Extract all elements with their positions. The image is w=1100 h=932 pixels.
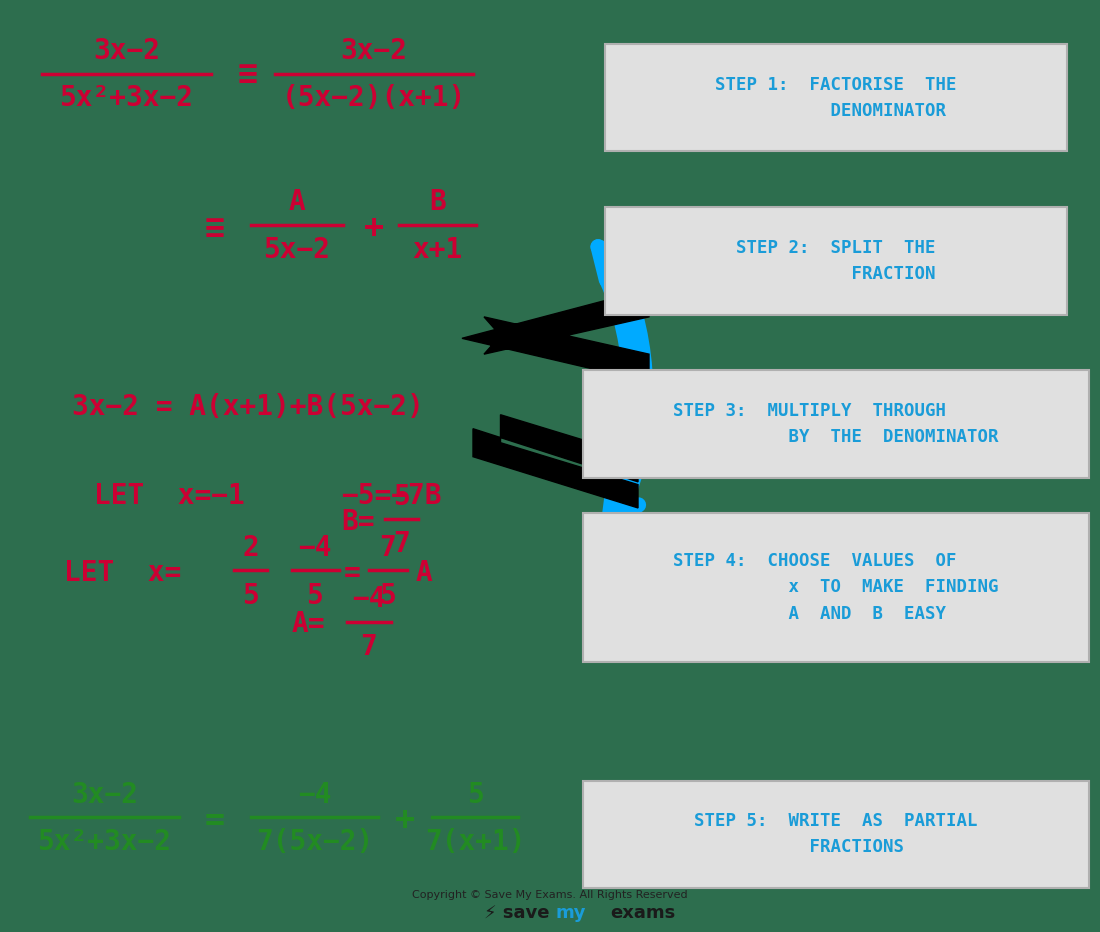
FancyBboxPatch shape [605, 44, 1067, 151]
Polygon shape [473, 415, 638, 508]
Text: 3x−2: 3x−2 [94, 37, 160, 65]
Text: A=: A= [292, 610, 324, 638]
Text: my: my [556, 904, 586, 923]
FancyBboxPatch shape [583, 513, 1089, 662]
Text: STEP 5:  WRITE  AS  PARTIAL
           FRACTIONS: STEP 5: WRITE AS PARTIAL FRACTIONS [694, 812, 978, 857]
Text: ⚡ save: ⚡ save [484, 904, 550, 923]
Text: 5: 5 [242, 582, 260, 610]
Text: STEP 2:  SPLIT  THE
           FRACTION: STEP 2: SPLIT THE FRACTION [736, 239, 936, 283]
Text: 7(5x−2): 7(5x−2) [256, 828, 373, 856]
Text: 5x²+3x−2: 5x²+3x−2 [37, 828, 172, 856]
Text: 5x−2: 5x−2 [264, 236, 330, 264]
Text: A: A [416, 559, 432, 587]
Text: 5x²+3x−2: 5x²+3x−2 [59, 84, 194, 112]
Text: −4: −4 [298, 534, 331, 562]
Text: 7(x+1): 7(x+1) [425, 828, 526, 856]
FancyBboxPatch shape [583, 781, 1089, 887]
Text: 5: 5 [393, 483, 410, 511]
Text: 5: 5 [378, 582, 396, 610]
Text: ≡: ≡ [205, 212, 224, 245]
Text: B: B [429, 188, 447, 216]
Text: 3x−2: 3x−2 [341, 37, 407, 65]
Text: 7: 7 [393, 530, 410, 558]
Text: Copyright © Save My Exams. All Rights Reserved: Copyright © Save My Exams. All Rights Re… [412, 890, 688, 899]
Text: 3x−2 = A(x+1)+B(5x−2): 3x−2 = A(x+1)+B(5x−2) [72, 393, 424, 421]
Text: B=: B= [341, 508, 374, 536]
Text: A: A [288, 188, 306, 216]
Text: exams: exams [610, 904, 675, 923]
Text: x+1: x+1 [412, 236, 463, 264]
Text: (5x−2)(x+1): (5x−2)(x+1) [282, 84, 466, 112]
Text: ≡: ≡ [238, 58, 257, 91]
Text: 2: 2 [242, 534, 260, 562]
Text: −5=−7B: −5=−7B [341, 482, 441, 510]
Text: STEP 1:  FACTORISE  THE
           DENOMINATOR: STEP 1: FACTORISE THE DENOMINATOR [715, 75, 957, 120]
FancyBboxPatch shape [605, 208, 1067, 315]
Text: +: + [395, 803, 415, 837]
Text: =: = [343, 559, 361, 587]
Text: LET  x=−1: LET x=−1 [94, 482, 244, 510]
Polygon shape [462, 289, 649, 382]
Text: +: + [364, 212, 384, 245]
Text: −4: −4 [298, 781, 331, 809]
Text: STEP 4:  CHOOSE  VALUES  OF
           x  TO  MAKE  FINDING
           A  AND  B: STEP 4: CHOOSE VALUES OF x TO MAKE FINDI… [673, 552, 999, 623]
Text: −4: −4 [352, 585, 385, 613]
Text: 5: 5 [466, 781, 484, 809]
Text: 5: 5 [306, 582, 323, 610]
Text: 7: 7 [378, 534, 396, 562]
FancyBboxPatch shape [583, 370, 1089, 477]
Text: STEP 3:  MULTIPLY  THROUGH
           BY  THE  DENOMINATOR: STEP 3: MULTIPLY THROUGH BY THE DENOMINA… [673, 402, 999, 446]
Text: 7: 7 [360, 633, 377, 661]
Text: 3x−2: 3x−2 [72, 781, 138, 809]
Text: LET  x=: LET x= [64, 559, 182, 587]
Text: =: = [205, 803, 224, 837]
